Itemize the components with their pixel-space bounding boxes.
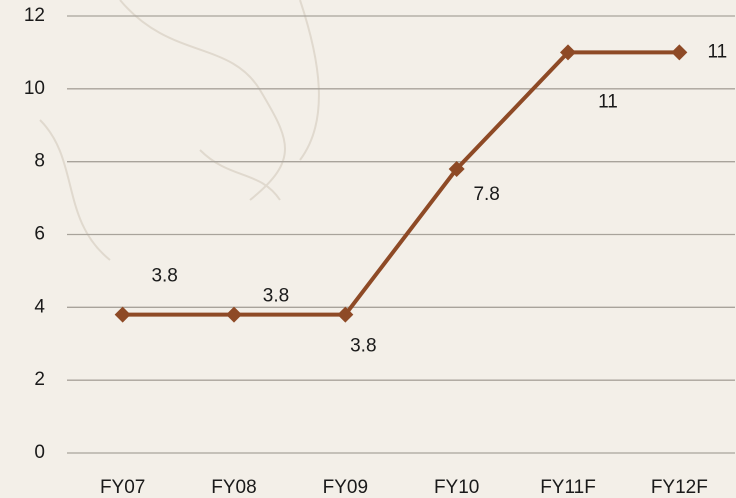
marker [671,44,688,61]
y-tick-label: 10 [24,78,45,99]
y-tick-label: 6 [34,224,45,245]
y-tick-label: 4 [34,296,45,317]
data-label: 7.8 [473,184,499,205]
y-tick-label: 8 [34,151,45,172]
y-tick-label: 2 [34,369,45,390]
x-tick-label: FY11F [540,477,596,498]
y-tick-label: 0 [34,442,45,463]
marker [114,306,131,323]
x-tick-label: FY10 [434,477,479,498]
line [122,50,680,317]
data-label: 3.8 [350,336,376,357]
data-label: 3.8 [263,286,289,307]
marker [448,160,465,177]
data-label: 11 [707,41,727,62]
y-tick-label: 12 [24,5,45,26]
marker [226,306,242,323]
marker [337,306,354,323]
x-tick-label: FY12F [651,477,708,498]
data-label: 3.8 [151,266,177,287]
map-texture [39,0,320,261]
x-tick-label: FY09 [323,477,368,498]
marker [560,44,576,61]
data-label: 11 [598,91,618,112]
x-tick-label: FY07 [100,477,145,498]
x-tick-label: FY08 [211,477,256,498]
